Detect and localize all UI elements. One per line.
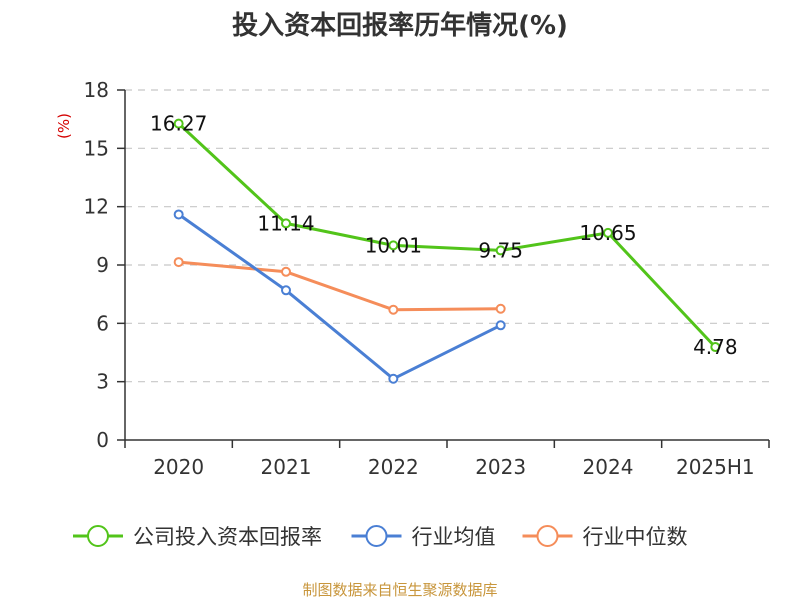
data-point	[710, 342, 721, 353]
series-line	[177, 122, 717, 349]
data-point	[173, 209, 184, 220]
data-labels: 16.27 11.14 10.01 9.75 10.65 4.78	[150, 112, 738, 359]
data-label: 16.27	[150, 112, 207, 136]
data-point	[173, 118, 184, 129]
legend[interactable]: 公司投入资本回报率 行业均值 行业中位数	[73, 525, 688, 549]
x-tick-label: 2020	[153, 455, 204, 479]
legend-item[interactable]: 行业均值	[351, 525, 496, 549]
series-lines	[173, 118, 721, 384]
source-note: 制图数据来自恒生聚源数据库	[302, 581, 497, 599]
legend-marker	[536, 525, 559, 547]
series-line	[177, 213, 502, 381]
y-axis-unit: (%)	[55, 113, 73, 139]
y-tick-label: 0	[96, 428, 109, 452]
legend-label: 行业均值	[412, 525, 496, 549]
data-point	[495, 245, 506, 256]
y-tick-label: 3	[96, 370, 109, 394]
legend-item[interactable]: 公司投入资本回报率	[73, 525, 322, 549]
data-point	[173, 257, 184, 268]
data-point	[388, 304, 399, 315]
data-point	[281, 218, 291, 229]
tick-labels: 0 3 6 9 12 15 18 2020 2021 2022 2023 2024 2025H1	[84, 78, 755, 479]
legend-label: 公司投入资本回报率	[133, 525, 322, 549]
data-label: 11.14	[257, 211, 314, 235]
axes	[117, 89, 770, 448]
x-tick-label: 2022	[368, 455, 419, 479]
data-label: 10.01	[365, 233, 422, 257]
legend-marker	[365, 525, 388, 547]
data-point	[281, 285, 291, 296]
x-tick-label: 2025H1	[676, 455, 755, 479]
data-point	[388, 373, 399, 384]
x-tick-label: 2024	[583, 455, 634, 479]
legend-label: 行业中位数	[583, 525, 688, 549]
series-line	[178, 260, 501, 312]
y-tick-label: 18	[84, 78, 109, 102]
legend-marker	[87, 525, 109, 547]
data-point	[495, 320, 506, 331]
data-label: 4.78	[693, 335, 738, 359]
y-tick-label: 15	[84, 136, 109, 160]
y-tick-label: 9	[96, 253, 109, 277]
x-tick-label: 2023	[475, 455, 526, 479]
data-point	[281, 266, 291, 277]
y-tick-label: 6	[96, 311, 109, 335]
data-point	[388, 240, 399, 251]
data-label: 9.75	[478, 238, 523, 262]
data-point	[603, 227, 613, 238]
data-point	[495, 303, 506, 314]
chart-title: 投入资本回报率历年情况(%)	[232, 10, 568, 41]
data-label: 10.65	[579, 221, 636, 245]
x-tick-label: 2021	[261, 455, 312, 479]
y-tick-label: 12	[84, 195, 109, 219]
grid-lines	[125, 89, 769, 383]
legend-item[interactable]: 行业中位数	[522, 525, 688, 549]
